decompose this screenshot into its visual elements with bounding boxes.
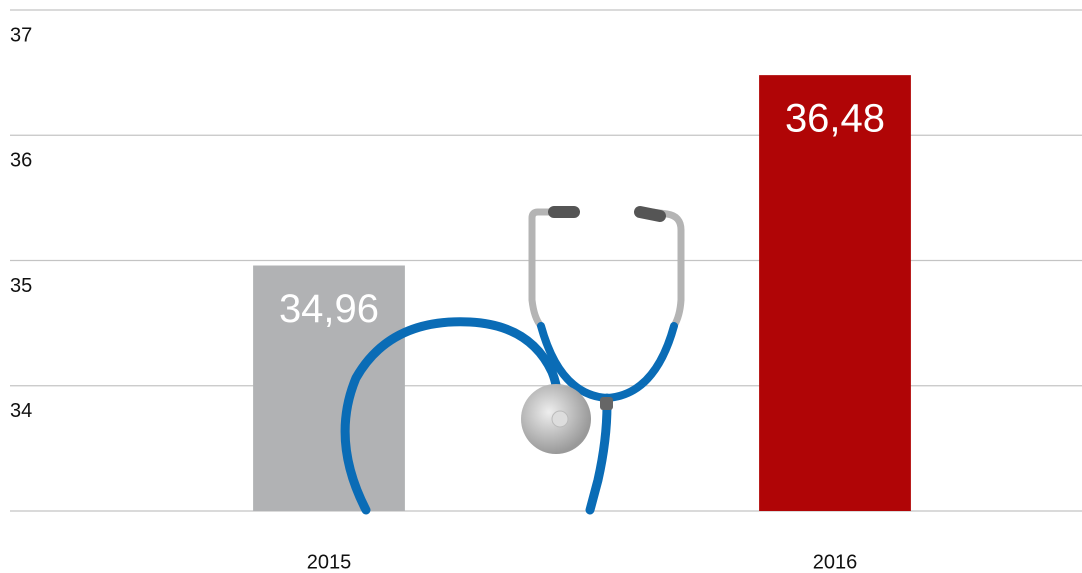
y-tick-label: 36 bbox=[10, 150, 32, 172]
chart: 34 35 36 37 2015 2016 34,96 36,48 bbox=[0, 0, 1082, 573]
x-tick-label: 2016 bbox=[813, 551, 858, 573]
y-tick-label: 37 bbox=[10, 24, 32, 46]
value-label: 34,96 bbox=[279, 287, 379, 331]
value-label: 36,48 bbox=[785, 97, 885, 141]
page: 343536372015201634,9636,48 (() => { cons… bbox=[0, 0, 1082, 573]
x-tick-label: 2015 bbox=[307, 551, 352, 573]
y-tick-label: 34 bbox=[10, 400, 32, 422]
y-tick-label: 35 bbox=[10, 275, 32, 297]
